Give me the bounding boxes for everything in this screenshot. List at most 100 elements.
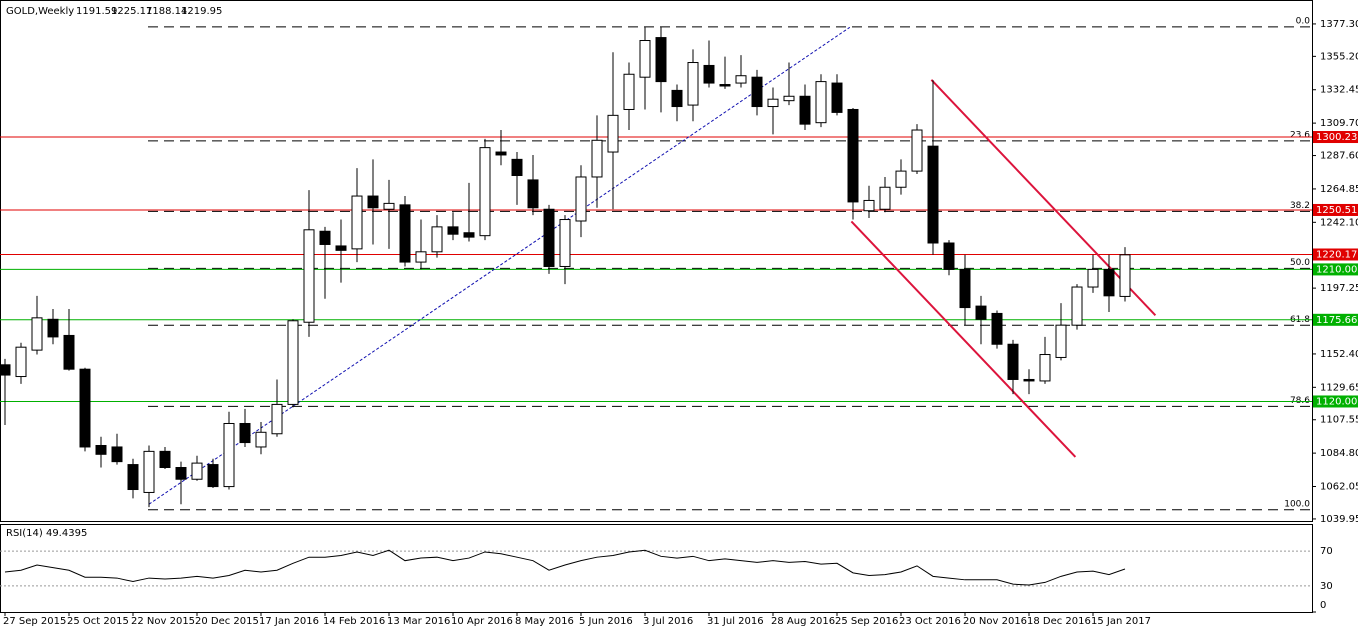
candle-body — [655, 37, 667, 83]
candle-body — [127, 464, 139, 491]
level-label: 1210.00 — [1316, 264, 1357, 275]
x-tick-label: 31 Jul 2016 — [707, 616, 764, 627]
candle-body — [191, 462, 203, 480]
y-tick-label: 1377.30 — [1320, 19, 1358, 30]
x-tick-label: 13 Mar 2016 — [387, 616, 450, 627]
candle-body — [255, 431, 267, 448]
x-tick-label: 23 Oct 2016 — [899, 616, 961, 627]
candle-body — [639, 40, 651, 78]
rsi-label: RSI(14) 49.4395 — [6, 528, 87, 539]
candle-body — [31, 317, 43, 351]
y-tick-label: 1107.55 — [1320, 415, 1358, 426]
candle-body — [895, 170, 907, 188]
level-box — [1313, 313, 1358, 326]
y-tick-label: 1062.05 — [1320, 482, 1358, 493]
fib-label: 78.6 — [1290, 396, 1310, 406]
trendline — [148, 26, 851, 505]
candle-body — [447, 226, 459, 235]
candle-body — [383, 202, 395, 210]
candle-body — [591, 139, 603, 178]
candle-body — [575, 176, 587, 222]
candle-body — [1071, 286, 1083, 326]
candle-body — [1087, 268, 1099, 288]
candle-body — [607, 114, 619, 153]
candle-body — [95, 444, 107, 455]
candle-body — [399, 204, 411, 263]
candle-body — [559, 219, 571, 267]
level-box — [1313, 203, 1358, 216]
candle-body — [143, 450, 155, 493]
y-tick-label: 1287.60 — [1320, 151, 1358, 162]
level-box — [1313, 248, 1358, 261]
fib-label: 100.0 — [1284, 499, 1310, 509]
x-tick-label: 18 Dec 2016 — [1027, 616, 1091, 627]
candle-body — [623, 73, 635, 110]
x-tick-label: 20 Nov 2016 — [963, 616, 1027, 627]
y-tick-label: 1129.65 — [1320, 382, 1358, 393]
x-tick-label: 5 Jun 2016 — [579, 616, 633, 627]
header-high: 1225.17 — [111, 6, 152, 17]
main-panel — [0, 0, 1313, 522]
candle-body — [239, 422, 251, 444]
candle-body — [511, 158, 523, 177]
level-label: 1300.23 — [1316, 132, 1357, 143]
x-tick-label: 10 Apr 2016 — [451, 616, 513, 627]
level-label: 1120.00 — [1316, 396, 1357, 407]
trendline — [850, 220, 1077, 458]
x-tick-label: 14 Feb 2016 — [323, 616, 385, 627]
rsi-tick-label: 70 — [1320, 546, 1333, 557]
candle-body — [335, 245, 347, 251]
y-tick-label: 1084.80 — [1320, 448, 1358, 459]
candle-body — [863, 199, 875, 212]
x-tick-label: 17 Jan 2016 — [259, 616, 319, 627]
candle-body — [799, 95, 811, 125]
candle-body — [831, 82, 843, 113]
candle-body — [815, 81, 827, 124]
candle-body — [767, 98, 779, 108]
x-tick-label: 20 Dec 2015 — [195, 616, 259, 627]
candle-body — [431, 226, 443, 253]
candle-body — [911, 129, 923, 172]
rsi-line — [4, 549, 1126, 586]
header-open: 1191.59 — [76, 6, 117, 17]
x-tick-label: 27 Sep 2015 — [3, 616, 66, 627]
level-label: 1250.51 — [1316, 205, 1357, 216]
candle-body — [207, 464, 219, 488]
fib-label: 50.0 — [1290, 258, 1310, 268]
rsi-tick-label: 30 — [1320, 581, 1333, 592]
candle-body — [783, 95, 795, 102]
candle-body — [1023, 378, 1035, 382]
x-tick-label: 28 Aug 2016 — [771, 616, 835, 627]
y-tick-label: 1242.10 — [1320, 217, 1358, 228]
symbol: GOLD,Weekly — [6, 6, 74, 17]
candle-body — [15, 346, 27, 378]
candle-body — [735, 75, 747, 84]
candle-body — [63, 334, 75, 370]
candle-body — [111, 446, 123, 463]
candle-body — [927, 145, 939, 244]
candle-body — [367, 195, 379, 209]
candle-body — [751, 76, 763, 108]
y-tick-label: 1309.70 — [1320, 118, 1358, 129]
candle-body — [1007, 343, 1019, 380]
y-tick-label: 1152.40 — [1320, 349, 1358, 360]
candle-body — [303, 229, 315, 323]
candle-body — [175, 467, 187, 480]
candle-body — [1103, 268, 1115, 297]
x-tick-label: 25 Sep 2016 — [835, 616, 898, 627]
candle-body — [847, 108, 859, 203]
candle-body — [0, 364, 11, 376]
candle-body — [991, 312, 1003, 345]
candle-body — [1119, 254, 1131, 297]
fib-label: 38.2 — [1290, 201, 1310, 211]
x-tick-label: 25 Oct 2015 — [67, 616, 129, 627]
header-close: 1219.95 — [181, 6, 222, 17]
candle-body — [975, 305, 987, 320]
x-tick-label: 22 Nov 2015 — [131, 616, 195, 627]
candle-body — [687, 62, 699, 106]
candle-body — [415, 251, 427, 263]
candle-body — [79, 368, 91, 448]
candle-body — [879, 186, 891, 210]
candle-body — [1055, 324, 1067, 358]
